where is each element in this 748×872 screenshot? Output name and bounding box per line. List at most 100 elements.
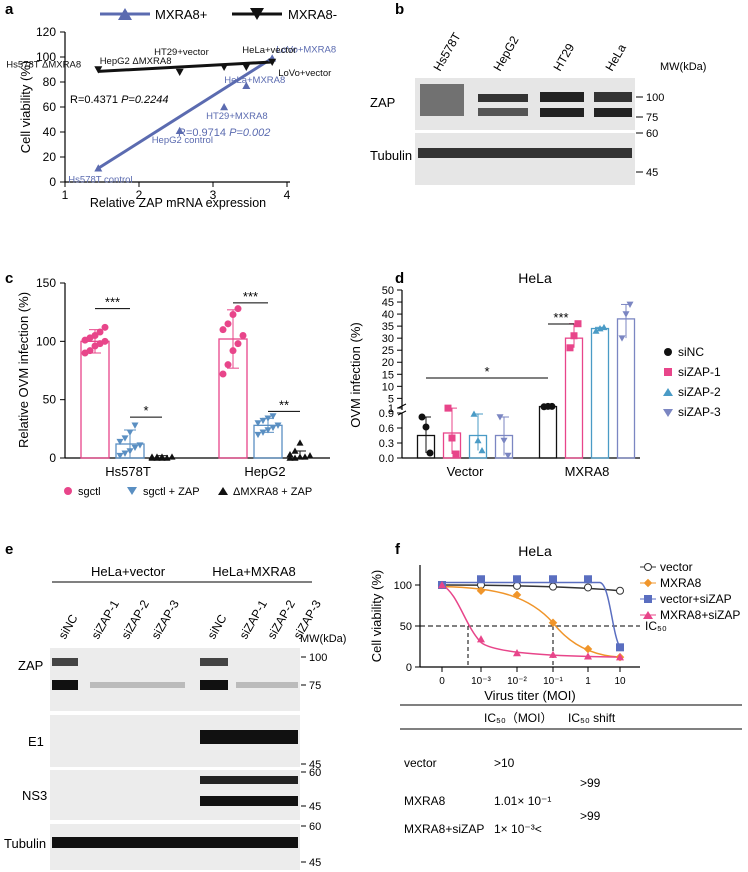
d-point bbox=[548, 402, 556, 410]
f-xtick-label: 10⁻³ bbox=[471, 676, 491, 687]
legend-a: MXRA8+ MXRA8- bbox=[100, 7, 337, 22]
f-curve bbox=[441, 584, 621, 592]
band-zap-hepg2-bottom bbox=[478, 108, 528, 116]
b-mw-60: 60 bbox=[646, 128, 658, 140]
panel-label-a: a bbox=[5, 1, 14, 18]
f-table-r1-ic50: >10 bbox=[494, 756, 515, 770]
f-point bbox=[584, 583, 592, 592]
d-ytick-label: 0.3 bbox=[379, 438, 394, 450]
e-group-mxra8: HeLa+MXRA8 bbox=[212, 564, 295, 579]
c-group-hepg2: HepG2 bbox=[244, 464, 285, 479]
legend-triangle-up-icon bbox=[218, 487, 228, 495]
c-point bbox=[259, 429, 267, 436]
a-ytick-label: 80 bbox=[43, 75, 57, 89]
c-legend-sgctl-zap: sgctl + ZAP bbox=[143, 486, 200, 498]
b-row-zap: ZAP bbox=[370, 95, 395, 110]
d-group-vector: Vector bbox=[447, 464, 485, 479]
band-e1 bbox=[200, 730, 298, 744]
d-point bbox=[626, 301, 634, 308]
c-point bbox=[126, 448, 134, 455]
e-mw-60b: 60 bbox=[309, 821, 321, 833]
a-point-label: HT29+vector bbox=[154, 47, 209, 58]
f-table-r2-name: MXRA8 bbox=[404, 794, 446, 808]
c-point bbox=[296, 453, 304, 460]
a-point-mxra8-neg bbox=[242, 63, 251, 71]
d-legend-sizap2: siZAP-2 bbox=[678, 385, 721, 399]
f-point bbox=[513, 649, 521, 657]
f-xtick-label: 10⁻² bbox=[507, 676, 527, 687]
c-ylabel: Relative OVM infection (%) bbox=[16, 292, 31, 448]
d-point bbox=[592, 327, 600, 334]
e-row-e1: E1 bbox=[28, 734, 44, 749]
e-mw-45a: 45 bbox=[309, 759, 321, 771]
f-ytick-label: 100 bbox=[394, 580, 412, 592]
f-table-shift1: >99 bbox=[580, 776, 601, 790]
c-point bbox=[158, 453, 166, 460]
a-point-mxra8-pos bbox=[175, 126, 184, 134]
legend-triangle-up-icon bbox=[118, 8, 132, 20]
a-point-label: LoVo+vector bbox=[278, 68, 331, 79]
c-ytick-label: 0 bbox=[49, 451, 56, 465]
d-ytick-label: 35 bbox=[382, 321, 394, 333]
band-zap-hela-bottom bbox=[594, 108, 632, 117]
a-fit-mxra8-neg bbox=[98, 60, 273, 73]
c-point bbox=[254, 420, 262, 427]
d-point bbox=[618, 335, 626, 342]
c-point bbox=[286, 451, 294, 458]
c-point bbox=[269, 424, 277, 432]
c-point bbox=[234, 305, 242, 313]
c-point bbox=[116, 438, 124, 446]
c-point bbox=[229, 311, 237, 318]
e-group-vector: HeLa+vector bbox=[91, 564, 166, 579]
band-tubulin-b bbox=[418, 148, 632, 158]
d-ytick-label: 0.0 bbox=[379, 453, 394, 465]
d-legend: siNC siZAP-1 siZAP-2 siZAP-3 bbox=[663, 345, 721, 419]
a-ylabel: Cell viability (%) bbox=[18, 61, 33, 153]
f-point bbox=[549, 575, 557, 584]
c-point bbox=[264, 415, 272, 422]
band-ns3-bottom bbox=[200, 796, 298, 806]
f-point bbox=[584, 575, 592, 584]
c-sig-label: *** bbox=[243, 289, 258, 304]
f-point bbox=[512, 590, 522, 600]
a-point-label: LoVo+MXRA8 bbox=[276, 44, 336, 55]
d-legend-sizap1: siZAP-1 bbox=[678, 365, 721, 379]
d-ytick-label: 40 bbox=[382, 309, 394, 321]
f-table-r3-ic50: 1× 10⁻³< bbox=[494, 822, 542, 836]
e-row-ns3: NS3 bbox=[22, 788, 47, 803]
a-point-label: Hs578T ΔMXRA8 bbox=[6, 60, 81, 71]
c-point bbox=[91, 332, 99, 339]
f-xlabel: Virus titer (MOI) bbox=[484, 688, 576, 703]
c-point bbox=[234, 340, 242, 348]
c-point bbox=[116, 452, 124, 460]
c-point bbox=[291, 447, 299, 454]
f-table-r2-ic50: 1.01× 10⁻¹ bbox=[494, 794, 551, 808]
a-point-mxra8-neg bbox=[268, 58, 277, 66]
f-ic50-label: IC₅₀ bbox=[645, 619, 667, 633]
f-point bbox=[616, 653, 624, 661]
f-xtick-label: 10⁻¹ bbox=[543, 676, 563, 687]
f-point bbox=[549, 582, 557, 591]
a-point-label: HepG2 control bbox=[152, 135, 213, 146]
c-point bbox=[96, 328, 104, 336]
d-point bbox=[504, 452, 512, 459]
d-point bbox=[426, 449, 434, 457]
d-ytick-label: 25 bbox=[382, 345, 394, 357]
d-point bbox=[574, 320, 582, 328]
f-legend-mxra8-sizap: MXRA8+siZAP bbox=[660, 608, 740, 622]
band-zap-ht29-bottom bbox=[540, 108, 584, 117]
d-point bbox=[570, 332, 578, 340]
f-legend-mxra8: MXRA8 bbox=[660, 576, 702, 590]
c-sig-label: *** bbox=[105, 295, 120, 310]
band-ns3-top bbox=[200, 776, 298, 784]
c-point bbox=[219, 370, 227, 378]
d-group-mxra8: MXRA8 bbox=[565, 464, 610, 479]
d-ytick-label: 50 bbox=[382, 285, 394, 297]
c-ytick-label: 100 bbox=[36, 334, 56, 348]
band-zap-hepg2-top bbox=[478, 94, 528, 102]
d-point bbox=[566, 344, 574, 352]
f-ytick-label: 50 bbox=[400, 621, 412, 633]
a-point-label: HeLa+MXRA8 bbox=[224, 75, 285, 86]
